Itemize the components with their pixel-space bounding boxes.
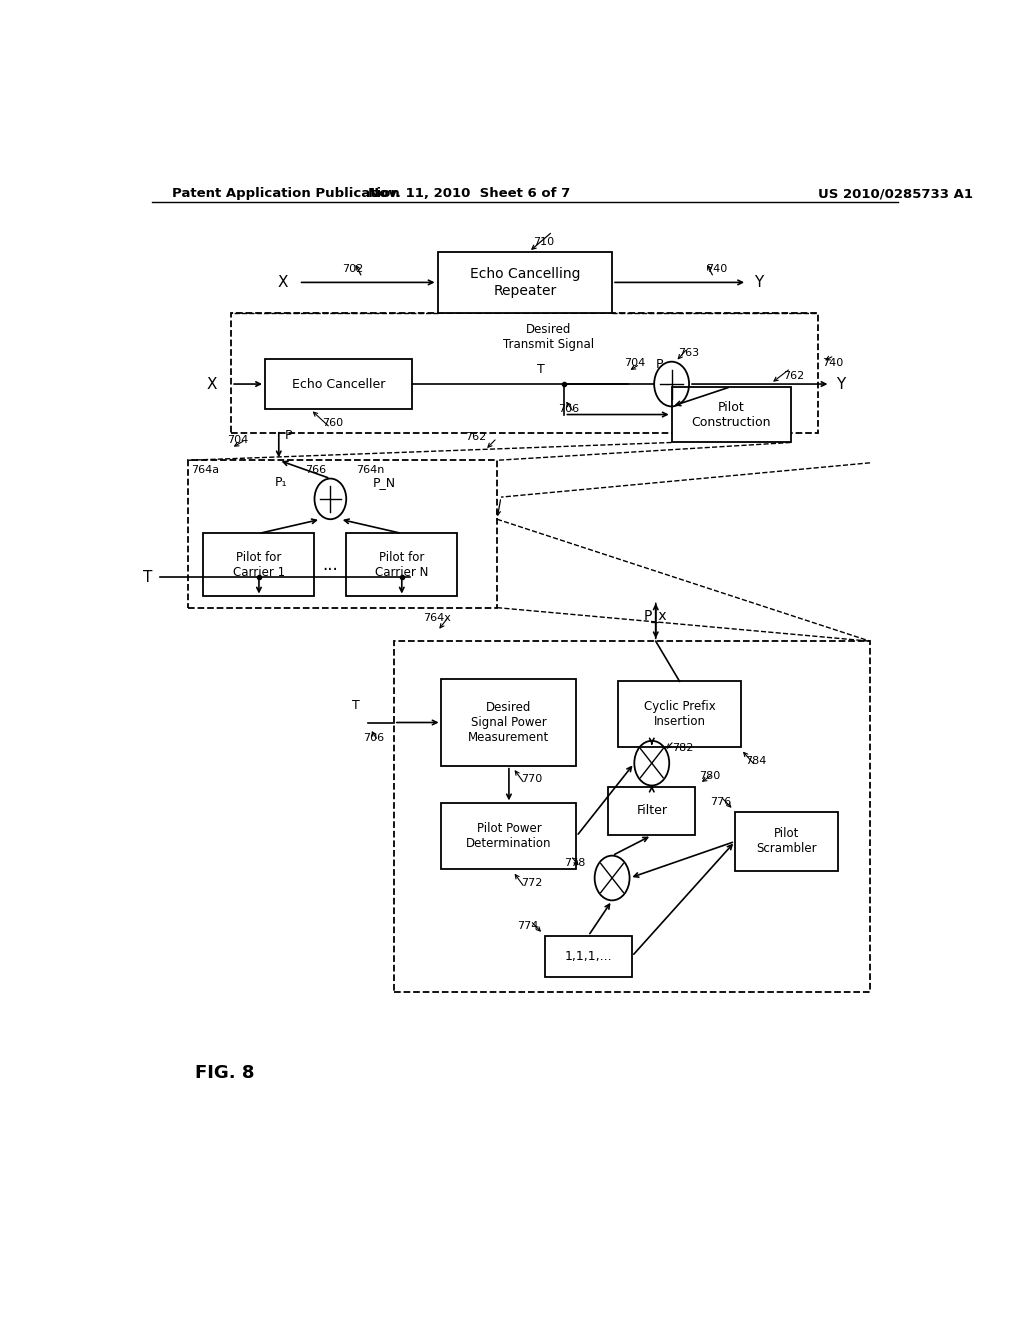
Text: 764a: 764a — [191, 465, 219, 474]
Text: 780: 780 — [699, 771, 721, 781]
Text: Pilot for
Carrier N: Pilot for Carrier N — [375, 550, 428, 579]
Text: Nov. 11, 2010  Sheet 6 of 7: Nov. 11, 2010 Sheet 6 of 7 — [368, 187, 570, 201]
Text: T: T — [537, 363, 545, 376]
Text: 762: 762 — [465, 432, 486, 442]
FancyBboxPatch shape — [204, 533, 314, 597]
Text: 762: 762 — [782, 371, 804, 381]
Text: 760: 760 — [323, 417, 344, 428]
FancyBboxPatch shape — [672, 387, 791, 442]
Text: 702: 702 — [342, 264, 364, 275]
FancyBboxPatch shape — [231, 313, 818, 433]
Text: T: T — [352, 700, 359, 713]
Text: T: T — [143, 570, 153, 585]
Text: Cyclic Prefix
Insertion: Cyclic Prefix Insertion — [644, 701, 716, 729]
FancyBboxPatch shape — [441, 680, 577, 766]
Text: 706: 706 — [364, 733, 385, 743]
Text: 704: 704 — [624, 358, 645, 368]
Text: Pilot Power
Determination: Pilot Power Determination — [466, 822, 552, 850]
Text: 1,1,1,...: 1,1,1,... — [564, 950, 612, 962]
Text: 764x: 764x — [424, 612, 452, 623]
Text: P_N: P_N — [373, 475, 396, 488]
Text: P₁: P₁ — [274, 475, 288, 488]
Text: P_x: P_x — [644, 609, 668, 623]
Text: Echo Cancelling
Repeater: Echo Cancelling Repeater — [470, 268, 580, 297]
Text: Patent Application Publication: Patent Application Publication — [172, 187, 399, 201]
Text: Echo Canceller: Echo Canceller — [292, 378, 385, 391]
Text: Y: Y — [755, 275, 764, 290]
Text: FIG. 8: FIG. 8 — [196, 1064, 255, 1082]
Text: P: P — [655, 358, 664, 371]
Text: 776: 776 — [710, 797, 731, 807]
Text: 778: 778 — [564, 858, 586, 867]
FancyBboxPatch shape — [441, 804, 577, 870]
Text: X: X — [278, 275, 288, 290]
Text: 763: 763 — [678, 347, 699, 358]
Text: 740: 740 — [706, 264, 727, 275]
Text: Pilot
Scrambler: Pilot Scrambler — [757, 828, 817, 855]
FancyBboxPatch shape — [394, 642, 870, 991]
Text: Desired
Transmit Signal: Desired Transmit Signal — [503, 323, 594, 351]
Text: Pilot
Construction: Pilot Construction — [691, 400, 771, 429]
Text: 784: 784 — [745, 755, 766, 766]
Text: 764n: 764n — [355, 465, 384, 474]
FancyBboxPatch shape — [618, 681, 741, 747]
FancyBboxPatch shape — [545, 936, 632, 977]
Text: X: X — [206, 376, 217, 392]
Text: Filter: Filter — [636, 804, 668, 817]
FancyBboxPatch shape — [608, 787, 695, 836]
Text: 782: 782 — [673, 743, 694, 752]
FancyBboxPatch shape — [265, 359, 412, 409]
Text: 766: 766 — [305, 465, 327, 474]
Text: 704: 704 — [227, 436, 249, 445]
Text: 774: 774 — [517, 921, 539, 931]
Text: Desired
Signal Power
Measurement: Desired Signal Power Measurement — [468, 701, 550, 744]
FancyBboxPatch shape — [437, 252, 612, 313]
FancyBboxPatch shape — [735, 812, 839, 871]
FancyBboxPatch shape — [346, 533, 458, 597]
FancyBboxPatch shape — [187, 461, 497, 607]
Text: 770: 770 — [521, 774, 542, 784]
Text: 772: 772 — [521, 878, 542, 887]
Text: ...: ... — [323, 556, 338, 574]
Text: US 2010/0285733 A1: US 2010/0285733 A1 — [818, 187, 974, 201]
Text: 740: 740 — [822, 358, 844, 368]
Text: Pilot for
Carrier 1: Pilot for Carrier 1 — [232, 550, 285, 579]
Text: 710: 710 — [532, 236, 554, 247]
Text: 706: 706 — [558, 404, 580, 414]
Text: P: P — [285, 429, 293, 442]
Text: Y: Y — [836, 376, 845, 392]
